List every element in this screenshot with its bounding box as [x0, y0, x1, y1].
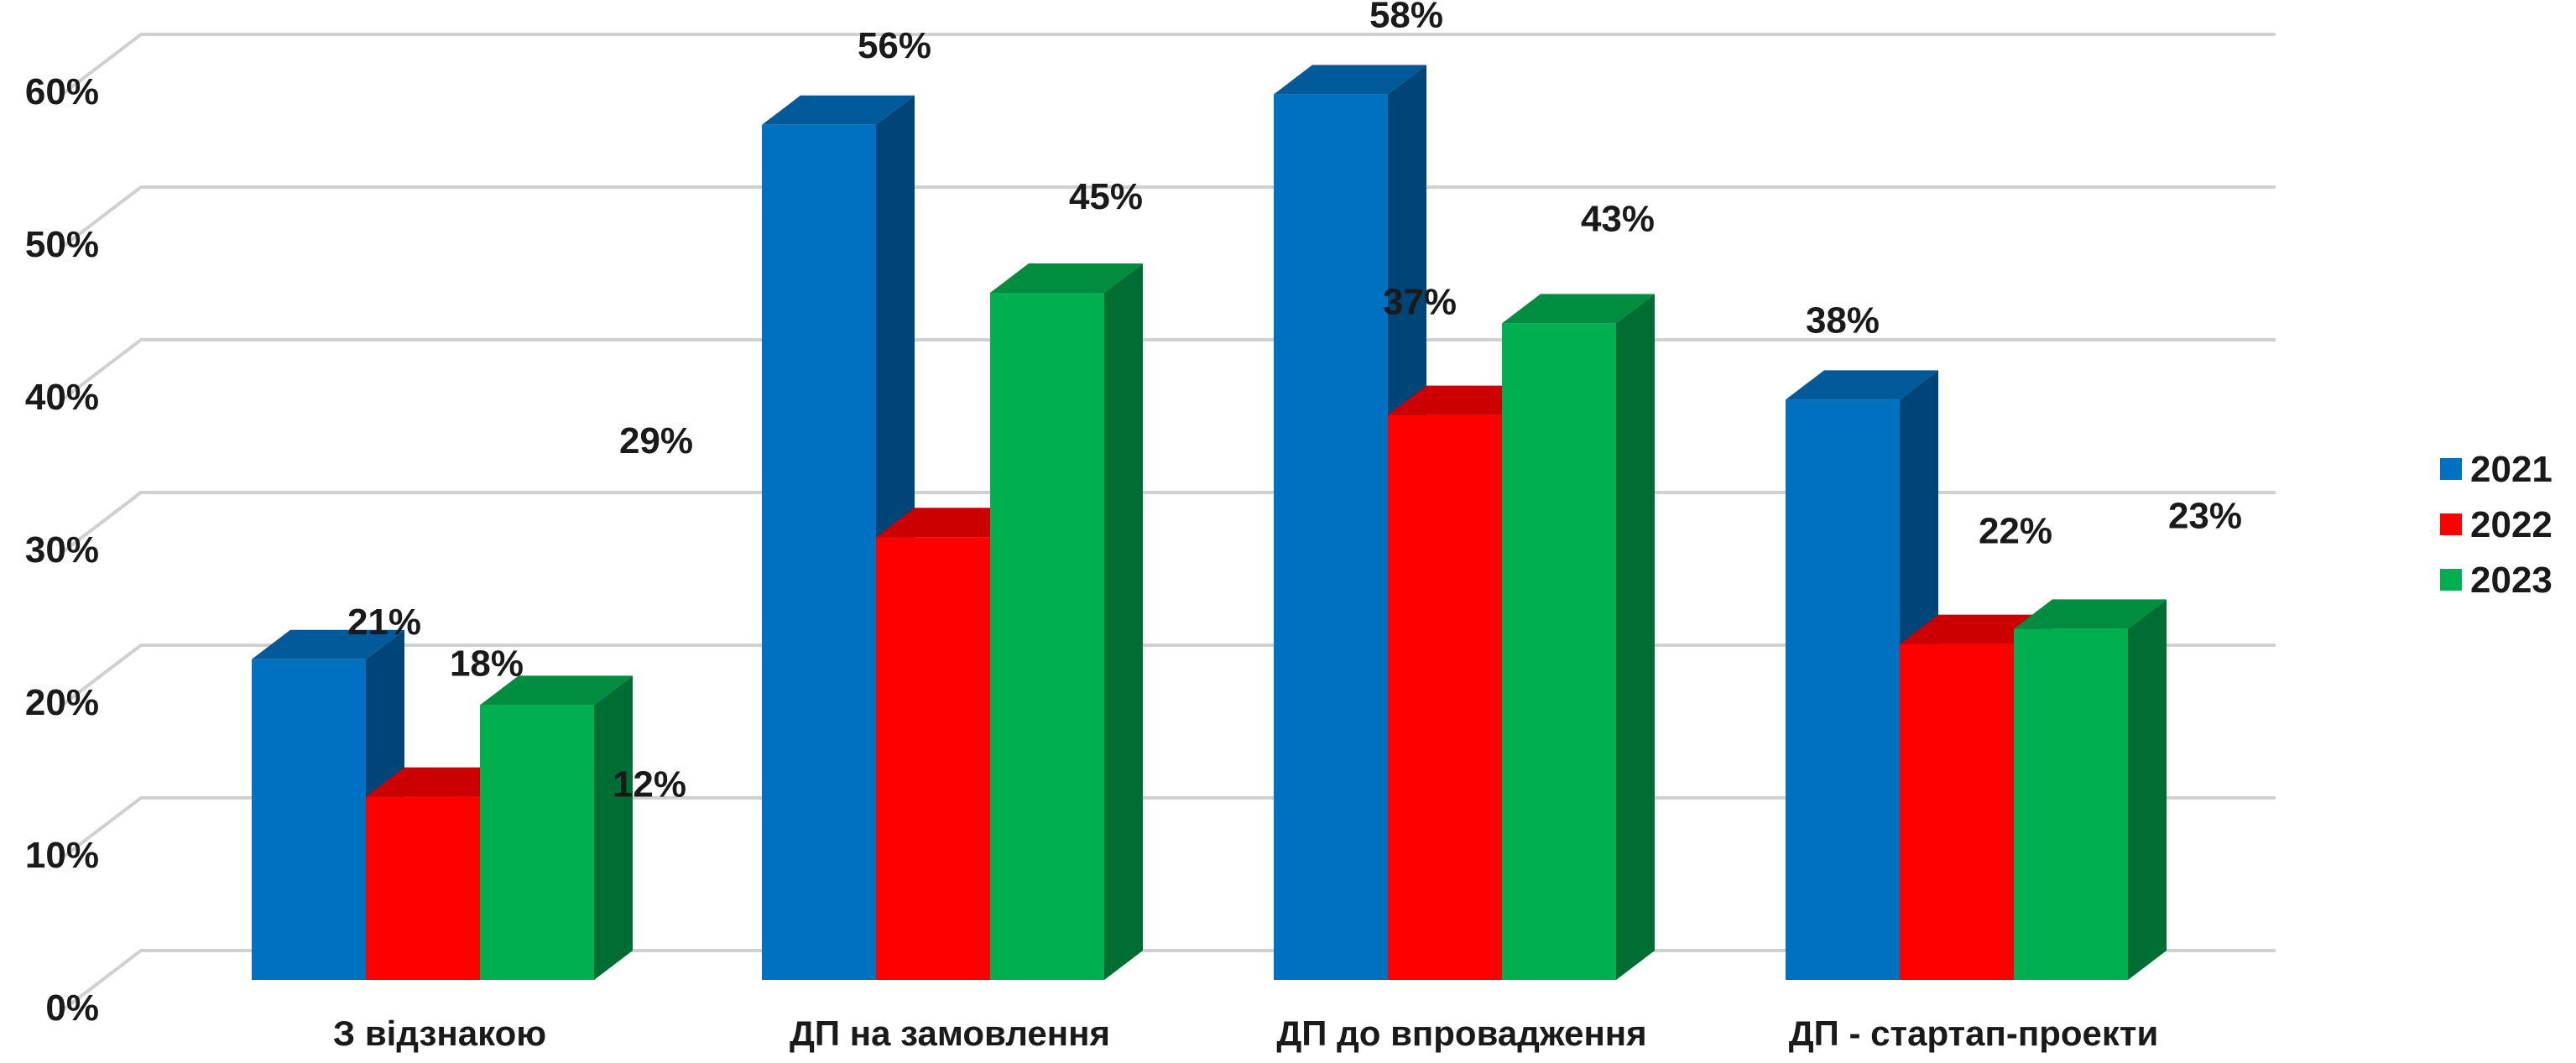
legend-label: 2021 — [2470, 449, 2553, 490]
gridline — [62, 338, 2276, 400]
gridline — [62, 491, 2276, 553]
y-tick-label: 40% — [25, 377, 99, 418]
legend-swatch — [2440, 569, 2462, 591]
bar-top — [2014, 599, 2167, 629]
data-label: 45% — [1069, 176, 1143, 217]
data-label: 58% — [1369, 0, 1443, 35]
data-label: 38% — [1806, 300, 1880, 341]
category-label: З відзнакою — [333, 1013, 546, 1053]
data-label: 29% — [619, 420, 693, 461]
bar-side — [1104, 263, 1143, 980]
bar-2023-2 — [1502, 323, 1616, 980]
y-tick-label: 50% — [25, 224, 99, 265]
bar-2021-0 — [252, 659, 366, 980]
category-label: ДП до впровадження — [1276, 1013, 1646, 1053]
bar-2021-1 — [762, 124, 876, 981]
bar-top — [480, 675, 633, 706]
category-label: ДП - стартап-проекти — [1789, 1013, 2159, 1053]
x-axis-categories: З відзнакою ДП на замовлення ДП до впровад… — [333, 1013, 2158, 1053]
y-axis-ticks: 0% 10% 20% 30% 40% 50% 60% — [25, 71, 99, 1029]
bar-top — [762, 95, 915, 125]
legend-swatch — [2440, 513, 2462, 535]
legend: 2021 2022 2023 — [2440, 449, 2553, 601]
bar-2022-0 — [366, 796, 480, 980]
data-label: 43% — [1581, 198, 1655, 239]
bar-top — [1274, 65, 1426, 95]
data-label: 56% — [858, 25, 931, 66]
category-label: ДП на замовлення — [790, 1013, 1110, 1053]
bar-top — [252, 629, 404, 659]
y-tick-label: 20% — [25, 682, 99, 723]
bar-2021-3 — [1786, 399, 1900, 980]
data-label: 22% — [1979, 511, 2052, 552]
y-tick-label: 0% — [45, 987, 99, 1029]
y-tick-label: 30% — [25, 529, 99, 571]
bar-2021-2 — [1274, 94, 1388, 980]
bar-2022-1 — [876, 537, 990, 980]
data-label: 37% — [1383, 282, 1457, 323]
bar-side — [1616, 294, 1655, 980]
gridline — [62, 33, 2276, 95]
legend-label: 2022 — [2470, 504, 2553, 545]
data-label: 23% — [2168, 495, 2242, 536]
bar-side — [2128, 599, 2167, 980]
bars — [252, 65, 2167, 981]
bar-2022-3 — [1900, 644, 2014, 980]
data-label: 12% — [613, 764, 686, 805]
bar-side — [594, 675, 633, 980]
legend-swatch — [2440, 458, 2462, 480]
bar-top — [990, 263, 1143, 293]
data-labels: 21% 12% 18% 56% 29% 45% 58% 37% 43% 38% 22% 23% — [347, 0, 2242, 805]
bar-top — [1786, 370, 1938, 400]
gridline — [62, 185, 2276, 248]
bar-2022-2 — [1388, 414, 1502, 981]
y-tick-label: 60% — [25, 71, 99, 112]
legend-label: 2023 — [2470, 560, 2553, 601]
gridlines — [62, 33, 2276, 1011]
y-tick-label: 10% — [25, 835, 99, 876]
bar-2023-3 — [2014, 628, 2128, 980]
bar-top — [1502, 294, 1655, 324]
bar-2023-1 — [990, 293, 1104, 980]
data-label: 18% — [450, 643, 524, 684]
data-label: 21% — [347, 602, 421, 643]
bar-2023-0 — [480, 705, 594, 980]
